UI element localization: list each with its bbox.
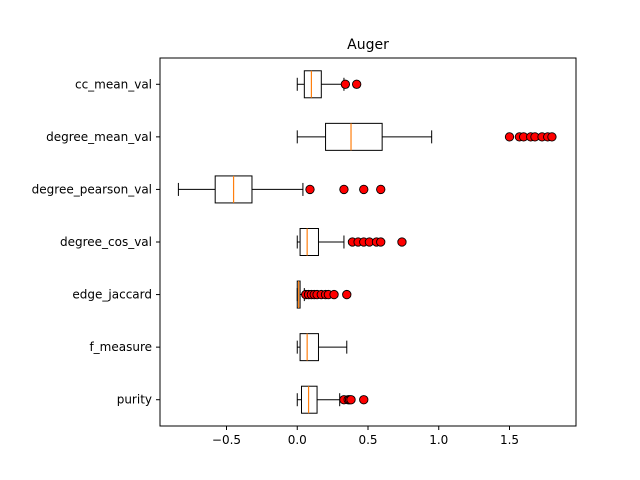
y-tick-label-purity: purity bbox=[117, 393, 152, 407]
degree-pearson-val-outlier bbox=[305, 184, 315, 195]
cc-mean-val-outlier bbox=[340, 79, 351, 89]
purity-box bbox=[300, 385, 318, 414]
degree-cos-val-box bbox=[299, 228, 319, 256]
f-measure-box bbox=[299, 333, 319, 362]
y-tick-label-f-measure: f_measure bbox=[89, 340, 152, 354]
degree-pearson-val-outlier bbox=[339, 184, 349, 195]
cc-mean-val-outlier bbox=[352, 79, 362, 89]
degree-cos-val-outlier bbox=[376, 237, 386, 247]
y-tick-label-degree-mean-val: degree_mean_val bbox=[46, 130, 152, 144]
x-tick-label: 1.0 bbox=[429, 433, 448, 447]
degree-mean-val-outlier bbox=[504, 132, 515, 142]
edge-jaccard-outlier bbox=[329, 289, 339, 300]
x-tick-label: 0.0 bbox=[288, 433, 307, 447]
y-tick-label-degree-cos-val: degree_cos_val bbox=[60, 235, 152, 249]
axes-frame bbox=[159, 57, 577, 427]
chart-title: Auger bbox=[347, 37, 389, 53]
cc-mean-val-box bbox=[303, 70, 322, 99]
edge-jaccard-outlier bbox=[342, 289, 352, 300]
x-tick-label: 1.5 bbox=[500, 433, 519, 447]
degree-cos-val-outlier bbox=[397, 237, 407, 247]
degree-pearson-val-outlier bbox=[376, 184, 386, 195]
purity-outlier bbox=[359, 395, 369, 405]
x-tick-label: 0.5 bbox=[358, 433, 377, 447]
y-tick-label-cc-mean-val: cc_mean_val bbox=[75, 77, 152, 91]
degree-mean-val-box bbox=[325, 122, 383, 151]
purity-outlier bbox=[346, 395, 356, 405]
degree-mean-val-outlier bbox=[547, 132, 557, 142]
x-tick-label: −0.5 bbox=[212, 433, 241, 447]
y-tick-label-edge-jaccard: edge_jaccard bbox=[72, 288, 152, 302]
plot-area: purity f_measure edge_jaccard degree_cos_va… bbox=[32, 70, 557, 447]
y-tick-label-degree-pearson-val: degree_pearson_val bbox=[32, 182, 152, 196]
degree-pearson-val-outlier bbox=[359, 184, 369, 195]
